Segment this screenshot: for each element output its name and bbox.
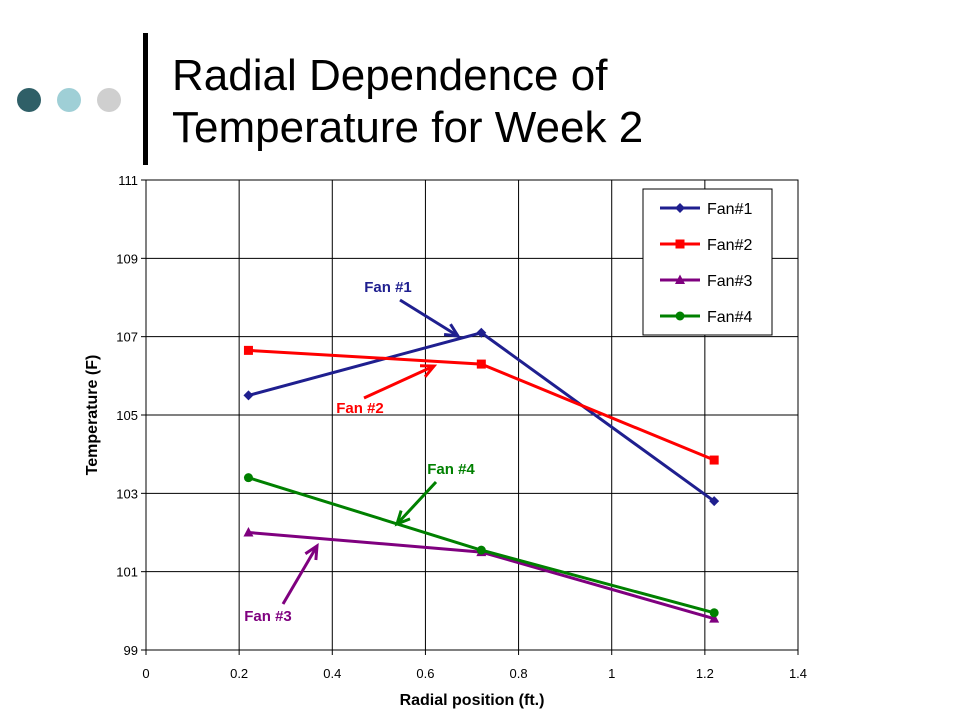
series-1 [243,327,720,507]
x-tick-label: 0 [142,666,149,681]
x-tick-label: 1.4 [789,666,807,681]
legend-label: Fan#3 [707,273,752,290]
annotation-arrow-head [394,510,411,527]
x-tick-label: 0.8 [510,666,528,681]
slide-bullet-dot-1 [17,88,41,112]
annotation-arrow-shaft [363,364,435,400]
y-tick-label: 101 [116,565,138,580]
y-tick-label: 105 [116,408,138,423]
x-tick-label: 0.4 [323,666,341,681]
data-point [243,527,254,537]
x-axis-label: Radial position (ft.) [400,692,545,709]
y-tick-label: 109 [116,251,138,266]
slide-bullet-dot-2 [57,88,81,112]
data-point [476,545,486,555]
series-group [243,327,720,623]
data-point [476,327,487,338]
annotation-label: Fan #2 [336,400,384,417]
x-tick-label: 0.2 [230,666,248,681]
annotations-group: Fan #1 Fan #2 Fan #4 Fan #3 [244,279,475,625]
annotation-arrow-head [443,323,461,338]
legend-swatch-marker [675,239,685,249]
legend: Fan#1 Fan#2 Fan#3 Fan#4 [642,188,773,336]
legend-label: Fan#1 [707,201,752,218]
annotation-3: Fan #4 [394,461,475,527]
slide-title: Radial Dependence of Temperature for Wee… [172,50,643,154]
y-tick-label: 111 [118,173,138,188]
legend-swatch-marker [675,203,685,213]
slide-title-line-1: Radial Dependence of [172,51,608,100]
x-tick-label: 1 [608,666,615,681]
annotation-label: Fan #1 [364,279,412,296]
annotation-2: Fan #2 [336,364,438,417]
title-divider-bar [143,33,148,165]
legend-label: Fan#2 [707,237,752,254]
data-point [709,455,719,465]
y-tick-label: 107 [116,330,138,345]
data-point [709,613,720,623]
x-tick-label: 1.2 [696,666,714,681]
y-axis-label: Temperature (F) [84,355,101,476]
series-4 [243,473,719,618]
annotation-4: Fan #3 [244,543,319,625]
annotation-label: Fan #3 [244,608,292,625]
data-point [243,345,253,355]
data-point [476,359,486,369]
annotation-arrow-shaft [395,480,438,526]
series-line [248,331,716,503]
y-tick-label: 103 [116,486,138,501]
legend-box [642,188,773,336]
slide-title-line-2: Temperature for Week 2 [172,103,644,152]
y-tick-label: 99 [124,643,138,658]
series-2 [243,345,719,465]
x-tick-label: 0.6 [416,666,434,681]
legend-swatch-marker [675,311,685,321]
annotation-arrow-head [419,364,438,378]
data-point [709,608,719,618]
annotation-label: Fan #4 [427,461,475,478]
annotation-1: Fan #1 [364,279,461,338]
annotation-arrow-shaft [281,545,319,605]
series-3 [243,527,720,623]
annotation-arrow-shaft [399,298,459,338]
data-point [243,473,253,483]
legend-swatch-marker [675,274,685,284]
legend-label: Fan#4 [707,309,752,326]
data-point [243,390,254,401]
axis-ticks: 0 0.2 0.4 0.6 0.8 1 1.2 1.4 99 101 103 105 107 109 111 [116,173,807,681]
annotation-arrow-head [304,543,319,561]
data-point [709,496,720,507]
slide-bullet-dot-3 [97,88,121,112]
